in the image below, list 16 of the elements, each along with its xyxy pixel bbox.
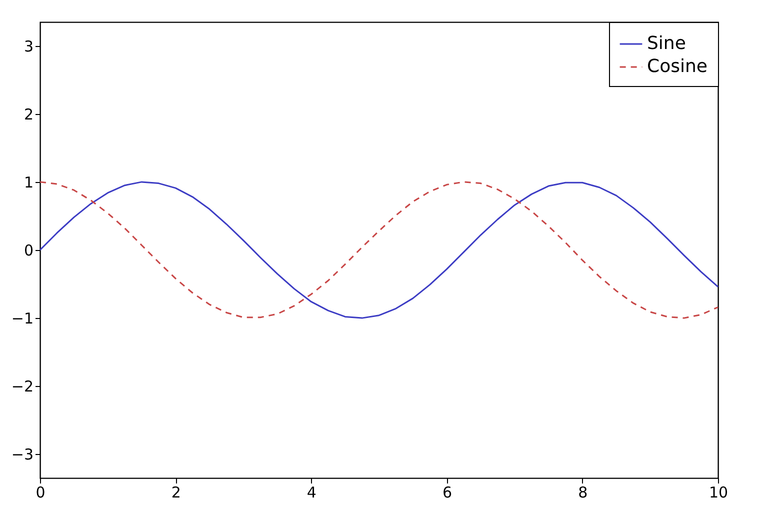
line-series: [39, 181, 719, 319]
x-tick-label: 6: [442, 484, 452, 502]
y-tick-label: 2: [24, 105, 34, 124]
x-tick-label: 10: [708, 484, 728, 502]
y-tick-label: −3: [11, 446, 34, 464]
legend-label: Sine: [647, 33, 686, 54]
x-tick-label: 8: [578, 484, 588, 502]
x-tick-label: 2: [171, 484, 181, 502]
x-tick-label: 4: [306, 484, 316, 502]
legend-label: Cosine: [647, 56, 708, 77]
y-tick-label: 1: [24, 173, 34, 192]
y-tick-label: −2: [11, 378, 34, 396]
y-tick-label: 0: [24, 242, 34, 260]
x-tick-label: 0: [36, 484, 46, 502]
y-tick-label: −1: [11, 310, 34, 328]
y-tick-label: 3: [24, 37, 34, 56]
